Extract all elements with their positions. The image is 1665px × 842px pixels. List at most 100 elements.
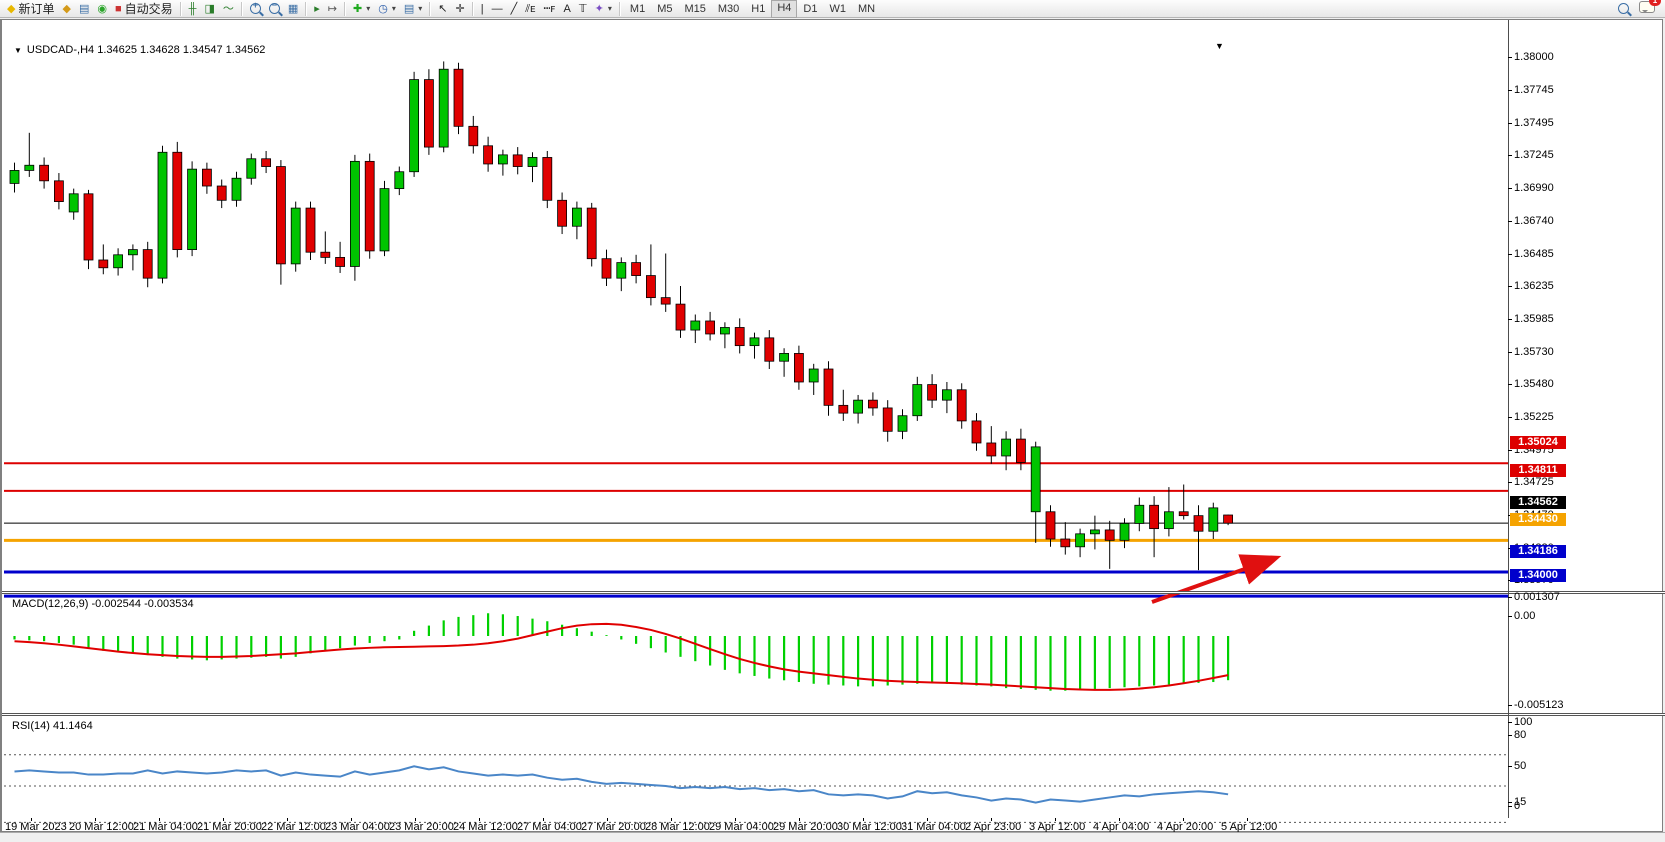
time-label: 4 Apr 20:00 bbox=[1157, 821, 1214, 833]
rsi-axis-label: 15 bbox=[1514, 796, 1527, 809]
timeframe-D1[interactable]: D1 bbox=[803, 2, 818, 15]
time-label: 4 Apr 04:00 bbox=[1093, 821, 1150, 833]
main-chart-plot[interactable] bbox=[2, 20, 1665, 612]
zoom-out-button[interactable]: − bbox=[265, 1, 284, 17]
candle-body bbox=[68, 193, 79, 213]
indicators-add-button[interactable]: ✚ ▾ bbox=[349, 1, 374, 17]
fibonacci-button[interactable]: ┉ꜰ bbox=[540, 1, 560, 17]
periods-clock-button[interactable]: ◷ ▾ bbox=[374, 1, 400, 17]
candle-body bbox=[483, 145, 494, 165]
rsi-panel[interactable] bbox=[2, 715, 1665, 823]
auto-trading-button[interactable]: ■ 自动交易 bbox=[111, 1, 177, 17]
new-order-button[interactable]: ◆ 新订单 bbox=[3, 1, 58, 17]
candle-body bbox=[734, 327, 745, 347]
time-label: 30 Mar 12:00 bbox=[837, 821, 902, 833]
time-label: 31 Mar 04:00 bbox=[901, 821, 966, 833]
price-tick-mark bbox=[1508, 417, 1512, 419]
search-icon[interactable] bbox=[1618, 3, 1629, 14]
timeframe-M5[interactable]: M5 bbox=[657, 2, 673, 15]
time-label: 23 Mar 20:00 bbox=[389, 821, 454, 833]
timeframe-M15[interactable]: M15 bbox=[684, 2, 706, 15]
bar-chart-button[interactable]: ╫ bbox=[185, 1, 201, 17]
auto-trading-icon[interactable]: ■ bbox=[114, 2, 122, 15]
tile-windows-button[interactable]: ▦ bbox=[284, 1, 302, 17]
candlestick-chart-icon[interactable]: ◨ bbox=[204, 2, 215, 15]
timeframe-W1[interactable]: W1 bbox=[829, 2, 846, 15]
candle-body bbox=[749, 337, 760, 347]
zoom-in-icon[interactable]: + bbox=[249, 1, 261, 14]
tile-windows-icon[interactable]: ▦ bbox=[287, 2, 299, 15]
cursor-icon[interactable]: ↖ bbox=[438, 2, 448, 15]
signal-icon[interactable]: ◉ bbox=[97, 2, 107, 15]
trend-arrow[interactable] bbox=[1151, 554, 1282, 604]
auto-scroll-button[interactable]: ▸ bbox=[310, 1, 324, 17]
candle-body bbox=[764, 337, 775, 362]
price-tick-label: 1.36485 bbox=[1514, 247, 1554, 260]
price-axis-border bbox=[1508, 20, 1509, 818]
price-tick-mark bbox=[1508, 154, 1512, 156]
bar-chart-icon[interactable]: ╫ bbox=[188, 2, 197, 15]
label-icon[interactable]: 𝕋 bbox=[578, 2, 587, 15]
fibonacci-icon[interactable]: ┉ꜰ bbox=[543, 2, 556, 15]
time-tick-mark bbox=[671, 818, 672, 821]
cursor-button[interactable]: ↖ bbox=[434, 1, 451, 17]
horizontal-line-button[interactable]: — bbox=[488, 1, 507, 17]
rsi-panel-separator[interactable] bbox=[2, 713, 1665, 716]
horizontal-line-icon[interactable]: — bbox=[491, 2, 503, 15]
zoom-out-icon[interactable]: − bbox=[268, 1, 280, 14]
timeframe-H4[interactable]: H4 bbox=[771, 0, 798, 18]
gold-icon[interactable]: ◆ bbox=[62, 2, 71, 15]
label-button[interactable]: 𝕋 bbox=[575, 1, 591, 17]
signal-button[interactable]: ◉ bbox=[93, 1, 111, 17]
chart-shift-button[interactable]: ↦ bbox=[324, 1, 341, 17]
time-tick-mark bbox=[223, 818, 224, 821]
price-tick-mark bbox=[1508, 482, 1512, 484]
crosshair-button[interactable]: ✛ bbox=[452, 1, 469, 17]
time-label: 20 Mar 12:00 bbox=[69, 821, 134, 833]
timeframe-M30[interactable]: M30 bbox=[717, 2, 740, 15]
periods-clock-icon[interactable]: ◷ bbox=[378, 2, 388, 15]
price-tick-mark bbox=[1508, 57, 1512, 58]
text-icon[interactable]: A bbox=[563, 2, 571, 15]
macd-tick-mark bbox=[1508, 616, 1512, 617]
new-order-icon[interactable]: ◆ bbox=[7, 2, 16, 15]
crosshair-icon[interactable]: ✛ bbox=[455, 2, 465, 15]
arrows-icon[interactable]: ✦ bbox=[594, 2, 604, 15]
chart-upload-button[interactable]: ▤ bbox=[75, 1, 93, 17]
timeframe-H1[interactable]: H1 bbox=[751, 2, 766, 15]
macd-panel-separator[interactable] bbox=[2, 591, 1665, 594]
macd-panel[interactable] bbox=[2, 593, 1665, 713]
candle-body bbox=[794, 353, 804, 383]
auto-scroll-icon[interactable]: ▸ bbox=[314, 2, 320, 15]
line-chart-button[interactable]: 〜 bbox=[219, 1, 238, 17]
candle-body bbox=[142, 249, 153, 279]
equidistant-channel-icon[interactable]: ⫽ᴇ bbox=[525, 2, 536, 15]
time-tick-mark bbox=[159, 818, 160, 821]
chart-window[interactable]: ▼ USDCAD-,H4 1.34625 1.34628 1.34547 1.3… bbox=[0, 19, 1665, 832]
timeframe-MN[interactable]: MN bbox=[857, 2, 876, 15]
trendline-button[interactable]: ╱ bbox=[507, 1, 522, 17]
vertical-line-button[interactable]: | bbox=[477, 1, 488, 17]
timeframe-M1[interactable]: M1 bbox=[629, 2, 646, 15]
arrows-button[interactable]: ✦ ▾ bbox=[591, 1, 616, 17]
candlestick-chart-button[interactable]: ◨ bbox=[200, 1, 218, 17]
text-button[interactable]: A bbox=[560, 1, 575, 17]
equidistant-channel-button[interactable]: ⫽ᴇ bbox=[521, 1, 539, 17]
status-strip bbox=[0, 832, 1665, 842]
line-chart-icon[interactable]: 〜 bbox=[222, 2, 234, 15]
time-tick-mark bbox=[479, 818, 480, 821]
zoom-in-button[interactable]: + bbox=[246, 1, 265, 17]
chart-shift-icon[interactable]: ↦ bbox=[327, 2, 337, 15]
indicators-add-icon[interactable]: ✚ bbox=[353, 2, 363, 15]
chart-collapse-icon[interactable]: ▼ bbox=[14, 45, 22, 55]
candle-body bbox=[853, 399, 863, 414]
chart-upload-icon[interactable]: ▤ bbox=[78, 2, 90, 15]
template-chart-icon[interactable]: ▤ bbox=[403, 2, 415, 15]
candle-body bbox=[335, 256, 346, 267]
vertical-line-icon[interactable]: | bbox=[480, 2, 484, 15]
trendline-icon[interactable]: ╱ bbox=[510, 2, 518, 15]
chat-button[interactable]: 1 bbox=[1639, 0, 1661, 16]
gold-button[interactable]: ◆ bbox=[58, 1, 74, 17]
toolbar-separator bbox=[305, 1, 308, 16]
template-chart-button[interactable]: ▤ ▾ bbox=[400, 1, 426, 17]
